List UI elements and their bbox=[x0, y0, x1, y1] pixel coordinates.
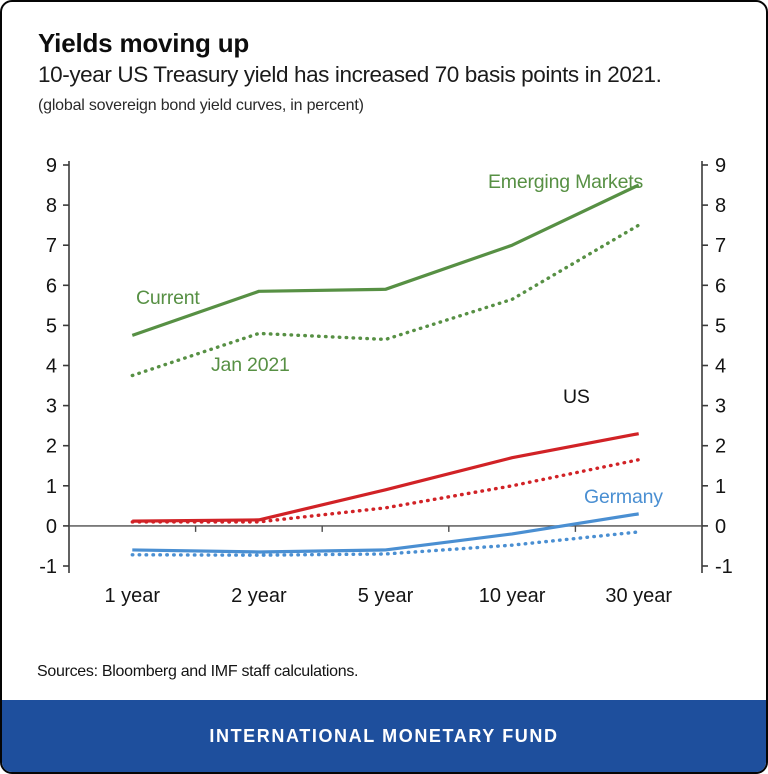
y-tick-label-left: 6 bbox=[46, 275, 57, 297]
x-tick-label: 5 year bbox=[358, 585, 414, 607]
x-tick-label: 1 year bbox=[105, 585, 161, 607]
y-tick-label-right: 9 bbox=[715, 155, 726, 177]
series-label-us: US bbox=[563, 386, 590, 408]
series-line-us-current bbox=[132, 432, 639, 523]
y-tick-label-right: 3 bbox=[715, 396, 726, 418]
y-tick-label-left: 7 bbox=[46, 235, 57, 257]
y-tick-label-right: -1 bbox=[715, 556, 733, 578]
x-tick-label: 10 year bbox=[479, 585, 546, 607]
y-tick-label-left: 8 bbox=[46, 195, 57, 217]
y-tick-label-right: 1 bbox=[715, 476, 726, 498]
series-label-emerging-markets: Emerging Markets bbox=[488, 171, 644, 193]
yield-curve-chart: 9 9 8 8 7 7 6 6 5 5 4 4 3 3 2 2 1 1 0 0 -1 -1 1 year 2 year 5 ye… bbox=[39, 155, 733, 607]
chart-subtitle: 10-year US Treasury yield has increased … bbox=[38, 62, 662, 87]
y-tick-label-left: -1 bbox=[39, 556, 57, 578]
chart-units-caption: (global sovereign bond yield curves, in … bbox=[38, 97, 364, 114]
y-tick-label-left: 4 bbox=[46, 356, 57, 378]
y-tick-label-left: 5 bbox=[46, 315, 57, 337]
chart-title: Yields moving up bbox=[38, 28, 250, 58]
y-tick-label-left: 1 bbox=[46, 476, 57, 498]
x-tick-label: 30 year bbox=[605, 585, 672, 607]
x-tick-label: 2 year bbox=[231, 585, 287, 607]
y-tick-label-right: 4 bbox=[715, 356, 726, 378]
series-line-germany-jan-2021 bbox=[130, 530, 641, 557]
footer-bar: INTERNATIONAL MONETARY FUND bbox=[2, 700, 766, 772]
chart-header: Yields moving up 10-year US Treasury yie… bbox=[38, 28, 738, 115]
series-line-us-jan-2021 bbox=[130, 458, 641, 524]
y-tick-label-left: 2 bbox=[46, 436, 57, 458]
series-line-germany-current bbox=[132, 512, 639, 554]
y-tick-label-right: 7 bbox=[715, 235, 726, 257]
imf-brand-text: INTERNATIONAL MONETARY FUND bbox=[209, 725, 559, 746]
y-tick-label-right: 0 bbox=[715, 516, 726, 538]
sources-note: Sources: Bloomberg and IMF staff calcula… bbox=[37, 663, 359, 680]
series-line-emerging-markets-current bbox=[131, 183, 640, 337]
y-tick-label-right: 6 bbox=[715, 275, 726, 297]
series-label-jan-2021: Jan 2021 bbox=[211, 354, 290, 376]
y-tick-label-right: 2 bbox=[715, 436, 726, 458]
y-tick-label-left: 9 bbox=[46, 155, 57, 177]
series-line-emerging-markets-jan-2021 bbox=[130, 223, 641, 378]
y-tick-label-left: 0 bbox=[46, 516, 57, 538]
y-tick-label-right: 5 bbox=[715, 315, 726, 337]
series-label-germany: Germany bbox=[584, 486, 663, 508]
y-tick-label-right: 8 bbox=[715, 195, 726, 217]
y-tick-label-left: 3 bbox=[46, 396, 57, 418]
series-label-current: Current bbox=[136, 287, 200, 309]
